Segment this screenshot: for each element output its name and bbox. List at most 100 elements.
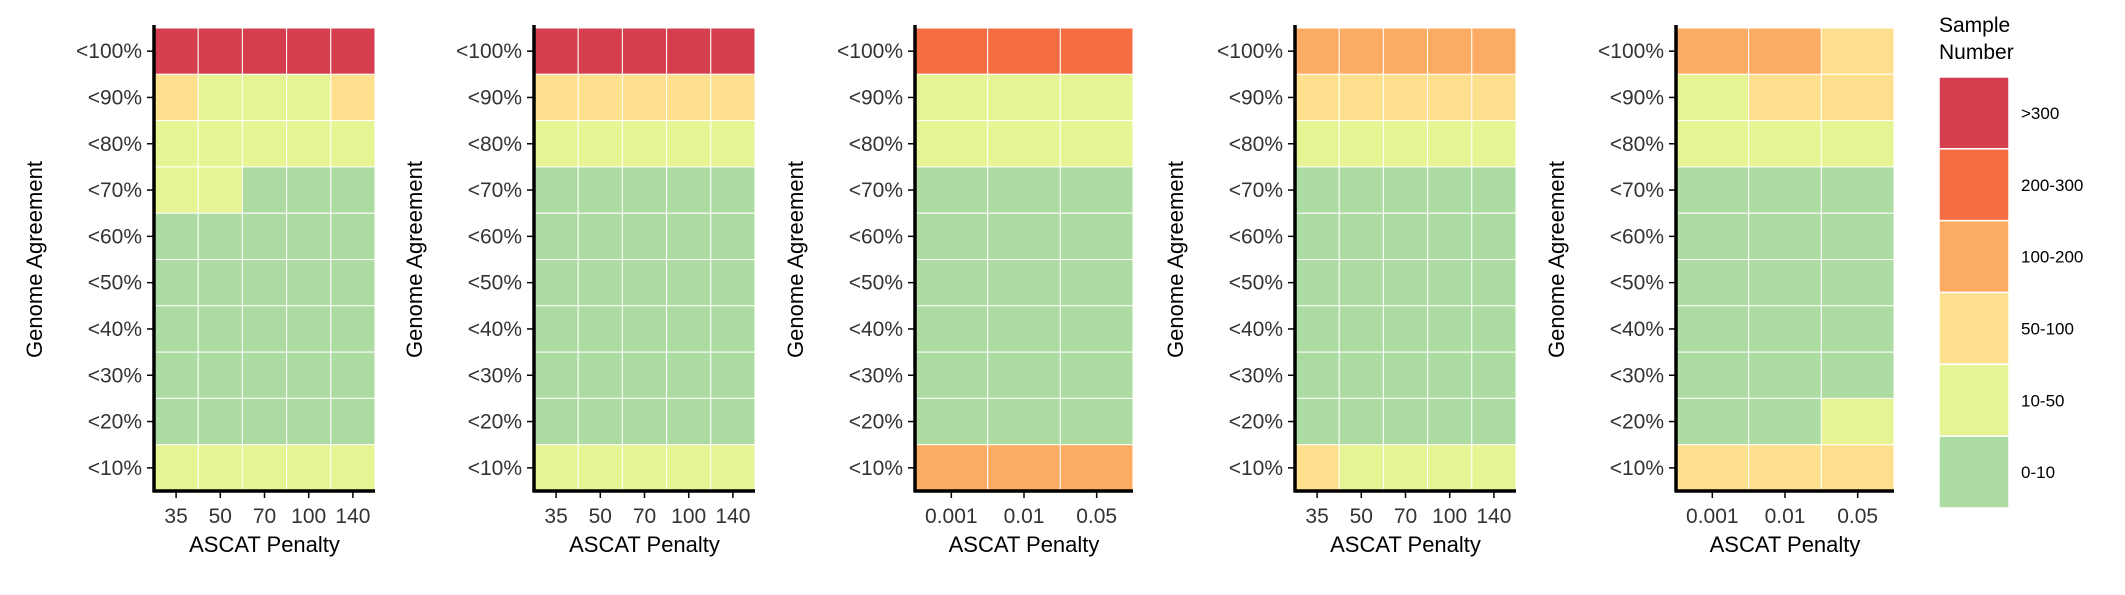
heatmap-cell [197,444,243,492]
heatmap-cell [1427,351,1473,399]
heatmap-cell [1382,444,1429,492]
heatmap-cell [577,351,623,399]
legend-label: 50-100 [2021,319,2074,338]
heatmap-cell [330,73,376,122]
heatmap-cell [1059,397,1134,446]
heatmap-cell [1294,351,1340,399]
x-tick-label: 0.001 [925,505,978,528]
x-tick-label: 50 [1350,505,1373,528]
heatmap-cell [1338,305,1384,353]
heatmap-cell [197,305,243,353]
x-tick-label: 35 [164,505,187,528]
heatmap-cell [1427,397,1473,446]
heatmap-cell [710,27,756,75]
heatmap-cell [286,397,332,446]
y-tick-label: <80% [88,133,142,156]
legend-label: 100-200 [2021,248,2083,267]
heatmap-cell [1820,212,1895,260]
heatmap-cell [1675,444,1750,492]
heatmap-cell [153,444,199,492]
legend-key [1938,435,2010,509]
heatmap-cell [621,166,668,214]
heatmap-cell [1427,444,1473,492]
heatmap-cell [1294,444,1340,492]
heatmap-cell [533,444,579,492]
heatmap-cell [621,73,668,122]
x-tick-label: 100 [671,505,706,528]
heatmap-cell [1820,120,1895,168]
y-tick-label: <40% [1610,318,1664,341]
x-tick-label: 140 [335,505,370,528]
y-axis-title: Genome Agreement [22,161,47,358]
x-tick-label: 50 [209,505,232,528]
heatmap-cell [577,120,623,168]
legend-key [1938,219,2010,294]
heatmap-cell [330,259,376,307]
heatmap-cell [153,351,199,399]
y-tick-label: <60% [1229,225,1283,248]
heatmap-cell [286,27,332,75]
y-tick-label: <40% [88,318,142,341]
y-tick-label: <40% [849,318,903,341]
heatmap-cell [710,305,756,353]
y-tick-label: <80% [1610,133,1664,156]
heatmap-cell [1338,397,1384,446]
heatmap-cell [621,27,668,75]
heatmap-cell [710,351,756,399]
heatmap-cell [1059,166,1134,214]
heatmap-cell [533,73,579,122]
y-tick-label: <20% [468,411,522,434]
y-tick-label: <90% [1229,86,1283,109]
heatmap-cell [1748,73,1822,122]
heatmap-cell [1471,259,1517,307]
x-tick-label: 0.05 [1837,505,1878,528]
x-axis-title: ASCAT Penalty [1710,532,1861,557]
heatmap-cell [153,212,199,260]
heatmap-cell [1294,397,1340,446]
heatmap-cell [914,212,989,260]
heatmap-cell [621,351,668,399]
heatmap-cell [987,27,1061,75]
x-tick-label: 100 [1432,505,1467,528]
heatmap-cell [241,27,288,75]
y-tick-label: <20% [1229,411,1283,434]
heatmap-cell [914,120,989,168]
legend-label: 0-10 [2021,463,2055,482]
heatmap-cell [914,166,989,214]
heatmap-cell [1820,73,1895,122]
heatmap-cell [1471,212,1517,260]
x-tick-label: 35 [1305,505,1328,528]
heatmap-cell [710,166,756,214]
heatmap-cell [1338,27,1384,75]
heatmap-cell [666,305,712,353]
heatmap-cell [153,259,199,307]
heatmap-cell [577,73,623,122]
y-tick-label: <50% [468,272,522,295]
heatmap-cell [153,120,199,168]
heatmap-cell [533,212,579,260]
heatmap-cell [330,212,376,260]
heatmap-cell [577,305,623,353]
heatmap-cell [241,212,288,260]
heatmap-cell [153,397,199,446]
heatmap-cell [241,397,288,446]
heatmap-cell [621,397,668,446]
legend-key [1938,291,2010,366]
y-tick-label: <80% [468,133,522,156]
heatmap-cell [577,27,623,75]
y-axis-title: Genome Agreement [1163,161,1188,358]
heatmap-cell [710,444,756,492]
y-tick-label: <10% [468,457,522,480]
heatmap-cell [241,120,288,168]
heatmap-cell [666,120,712,168]
y-tick-label: <10% [88,457,142,480]
heatmap-cell [666,73,712,122]
heatmap-cell [987,351,1061,399]
heatmap-cell [1382,259,1429,307]
x-axis-title: ASCAT Penalty [1330,532,1481,557]
heatmap-cell [1294,27,1340,75]
heatmap-cell [1820,166,1895,214]
y-tick-label: <70% [468,179,522,202]
heatmap-cell [1675,166,1750,214]
heatmap-cell [197,259,243,307]
